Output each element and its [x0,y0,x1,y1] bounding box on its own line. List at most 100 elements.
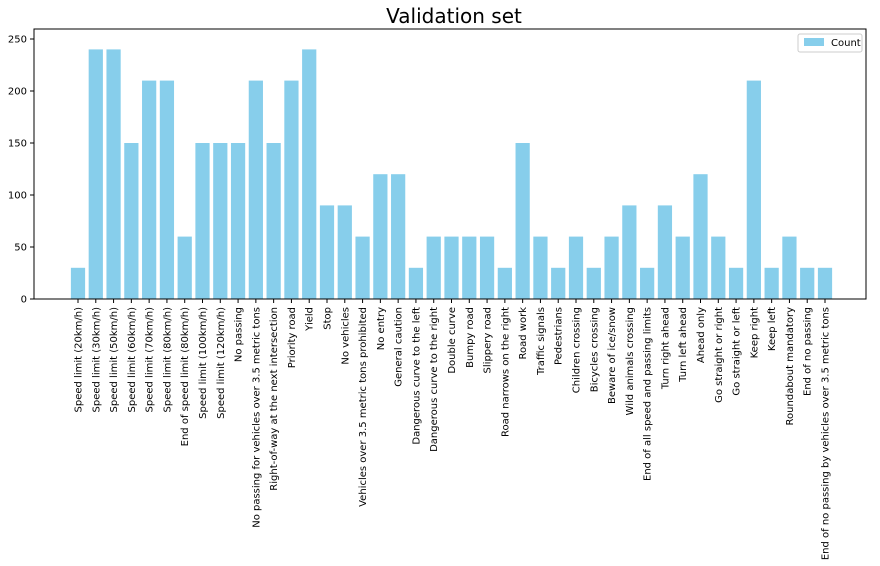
bar [479,236,495,299]
x-tick-label: Speed limit (60km/h) [127,307,138,413]
bar [142,80,157,299]
x-tick-label: Double curve [447,307,458,374]
x-tick-label: Yield [305,307,316,332]
bar [675,236,690,299]
plot-frame [33,28,867,300]
x-tick-label: Road narrows on the right [500,307,511,437]
x-tick-label: Stop [323,307,334,330]
bar [391,174,406,299]
bar [462,236,477,299]
bar [533,236,548,299]
bar [124,143,139,299]
x-tick-label: Ahead only [696,307,707,363]
x-tick-label: Turn right ahead [660,307,671,390]
x-tick-label: No vehicles [340,307,351,365]
bar [782,236,797,299]
y-tick-label: 50 [14,243,27,254]
x-tick-label: Bicycles crossing [589,307,600,392]
bar [764,267,779,299]
bar [551,267,566,299]
x-tick-label: Turn left ahead [678,307,689,383]
x-tick-label: Dangerous curve to the right [429,307,440,452]
bar [568,236,584,299]
bar [728,267,744,299]
x-tick-label: End of no passing by vehicles over 3.5 m… [821,307,832,560]
bar [515,143,530,299]
legend: Count [797,33,863,53]
x-tick-label: Speed limit (70km/h) [145,307,156,413]
x-axis: Speed limit (20km/h) Speed limit (30km/h)… [74,299,832,560]
bar [817,267,833,299]
x-tick-label: Speed limit (80km/h) [162,307,173,413]
y-tick-label: 100 [8,191,27,202]
bar [88,49,103,300]
bar [177,236,192,299]
bar [213,143,228,299]
x-tick-label: Traffic signals [536,307,547,376]
y-tick-label: 0 [21,295,27,306]
x-tick-label: Wild animals crossing [625,307,636,415]
x-tick-label: Keep left [767,307,778,351]
bar [248,80,263,299]
x-tick-label: Bumpy road [465,307,476,368]
bar [426,236,441,299]
bar [640,267,655,299]
bar [337,205,352,299]
bar [195,143,210,299]
bar [497,267,512,299]
x-tick-label: Go straight or left [732,307,743,396]
bar [622,205,637,299]
x-tick-label: Speed limit (20km/h) [74,307,85,413]
y-tick-label: 200 [8,87,27,98]
y-tick-label: 150 [8,139,27,150]
bar [70,267,86,299]
bar [657,205,673,299]
x-tick-label: Priority road [287,307,298,368]
x-tick-label: Dangerous curve to the left [411,307,422,445]
x-tick-label: Beware of ice/snow [607,307,618,404]
x-tick-label: Road work [518,307,529,360]
bar [230,143,246,299]
x-tick-label: Speed limit (120km/h) [216,307,227,419]
bar [284,80,299,299]
x-tick-label: No entry [376,307,387,350]
x-tick-label: Children crossing [572,307,583,393]
bar [586,267,601,299]
x-tick-label: Speed limit (50km/h) [109,307,120,413]
x-tick-label: End of all speed and passing limits [643,307,654,481]
bar [693,174,708,299]
y-tick-label: 250 [8,35,27,46]
bar [355,236,370,299]
x-tick-label: Go straight or right [714,307,725,403]
x-tick-label: End of speed limit (80km/h) [180,307,191,446]
x-tick-label: Vehicles over 3.5 metric tons prohibited [358,307,369,507]
x-tick-label: Roundabout mandatory [785,307,796,426]
bar [444,236,459,299]
x-tick-label: End of no passing [803,307,814,396]
bar [711,236,726,299]
bar [159,80,175,299]
x-tick-label: No passing [234,307,245,362]
bar [800,267,815,299]
x-tick-label: Speed limit (100km/h) [198,307,209,419]
bar [746,80,761,299]
y-axis: 0 50 100 150 200 250 [8,35,34,306]
legend-swatch [804,38,824,46]
x-tick-label: Right-of-way at the next intersection [269,307,280,491]
bar [302,49,317,300]
x-tick-label: General caution [394,307,405,387]
bars-group [70,49,833,300]
legend-label: Count [831,38,861,49]
bar [373,174,388,299]
x-tick-label: Pedestrians [554,307,565,365]
bar [408,267,424,299]
bar [266,143,281,299]
x-tick-label: Slippery road [483,307,494,373]
x-tick-label: No passing for vehicles over 3.5 metric … [251,307,262,528]
bar [319,205,335,299]
x-tick-label: Keep right [749,307,760,358]
bar [106,49,121,300]
x-tick-label: Speed limit (30km/h) [91,307,102,413]
chart-title: Validation set [386,4,522,28]
